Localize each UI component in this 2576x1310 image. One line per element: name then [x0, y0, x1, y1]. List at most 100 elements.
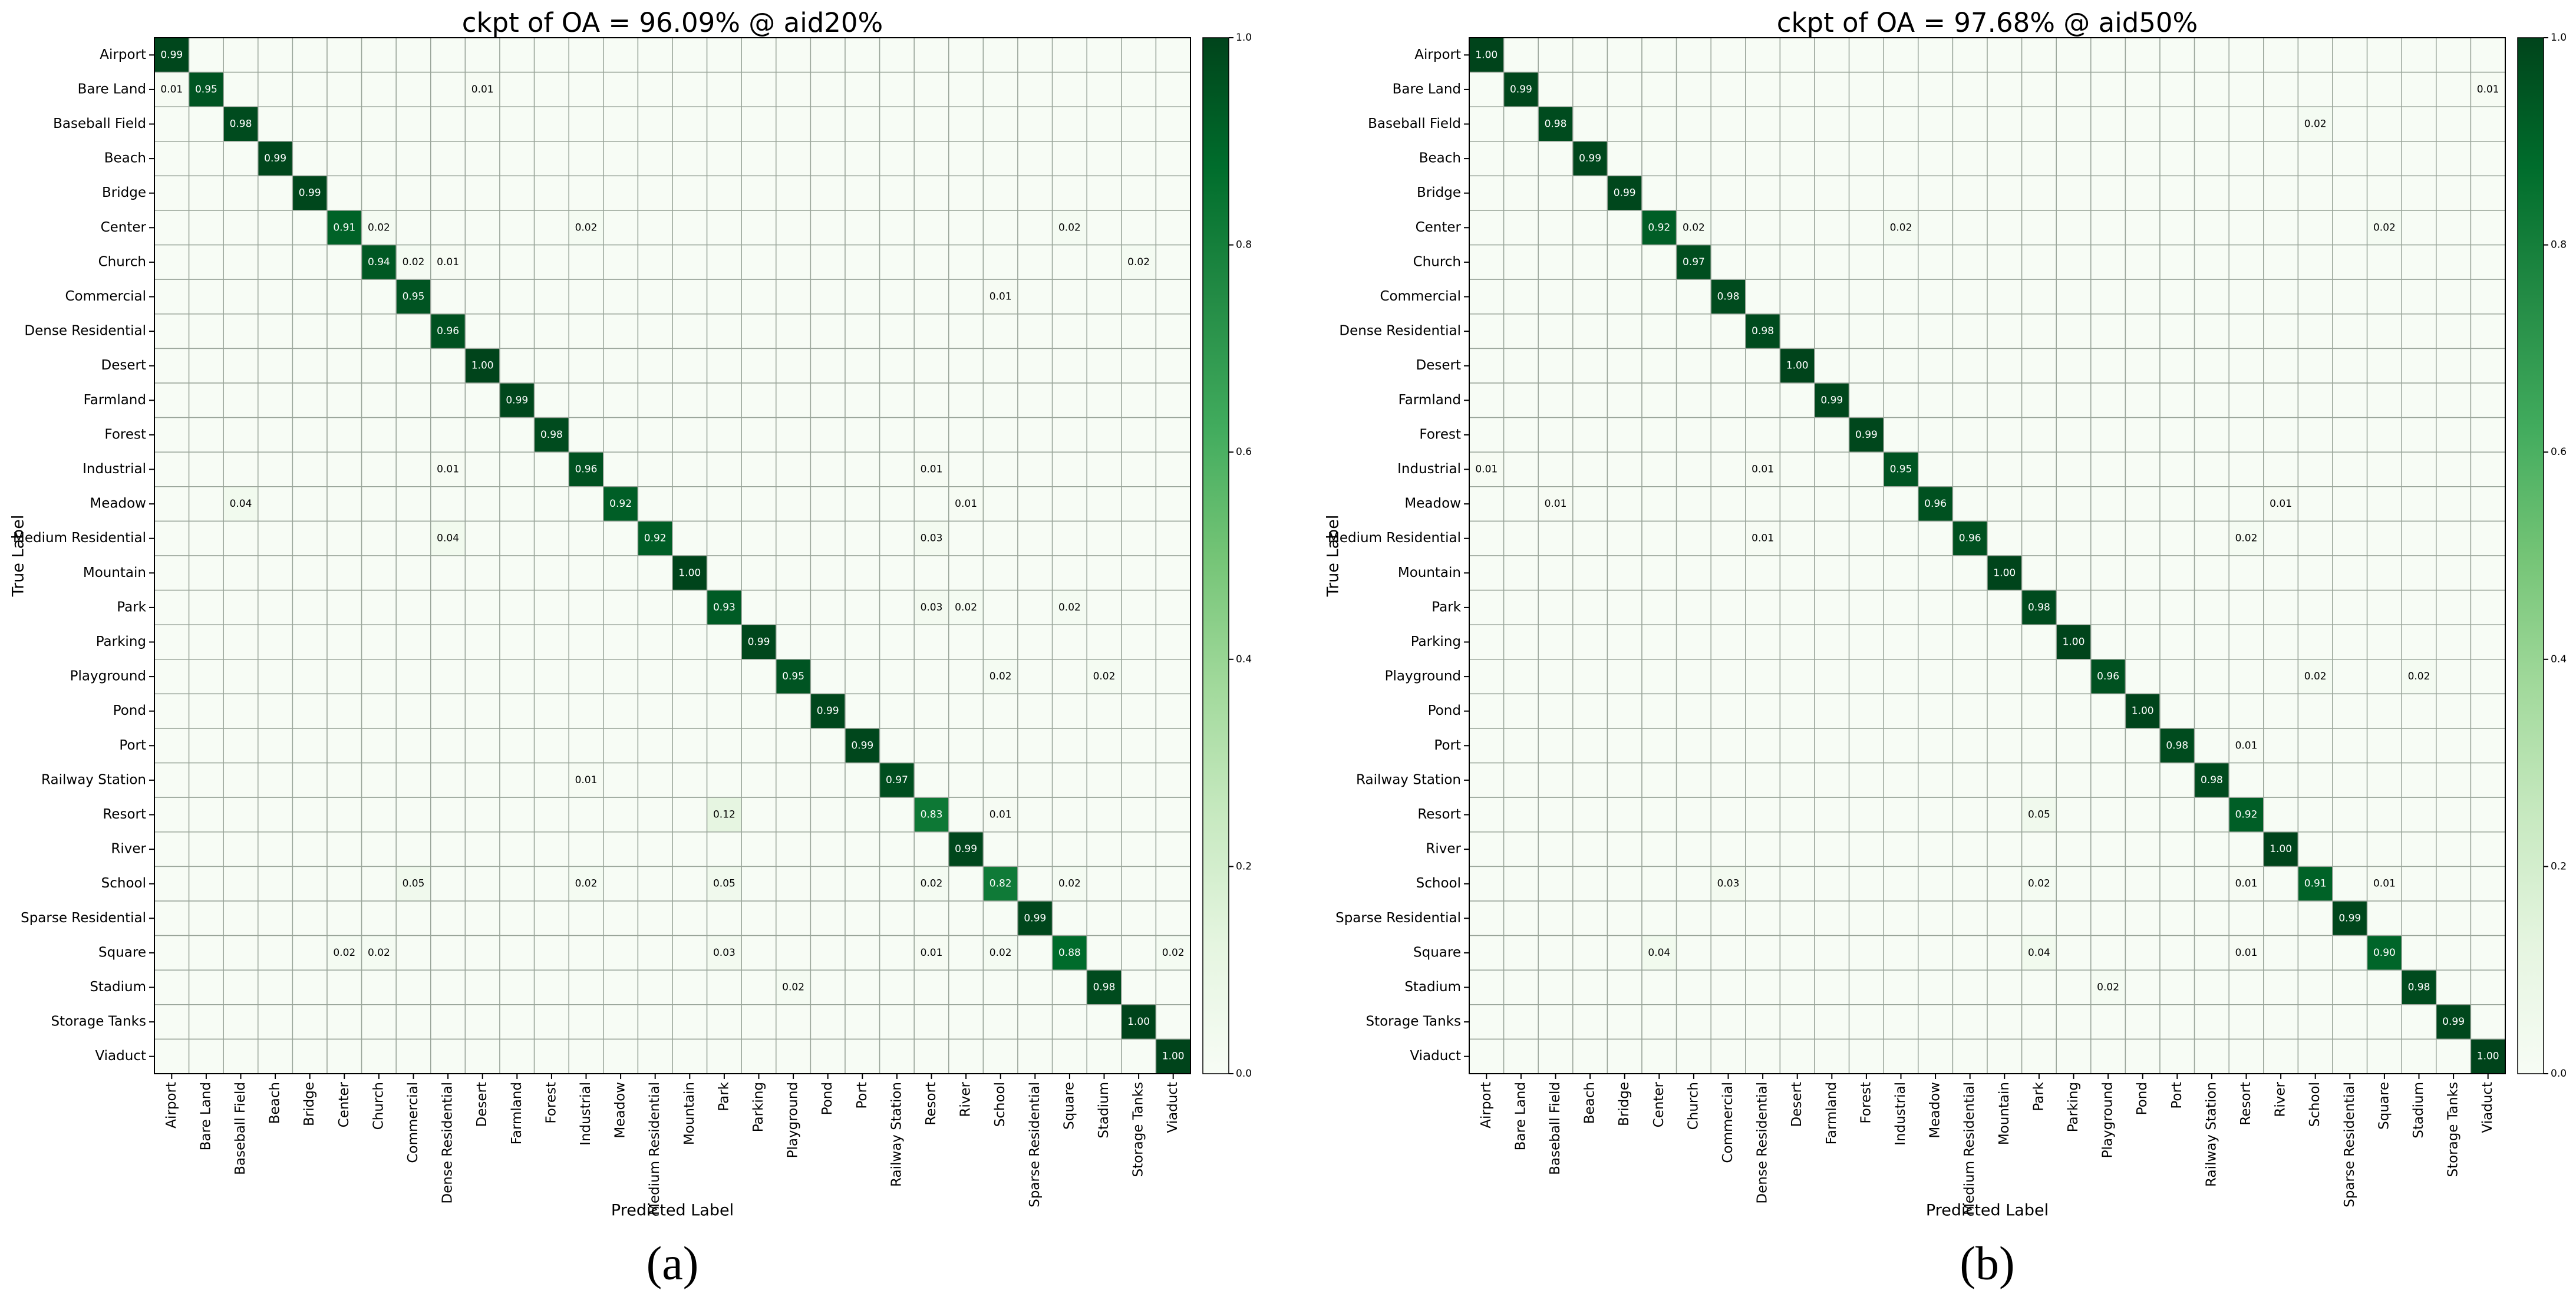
heatmap-cell: [1086, 797, 1122, 833]
heatmap-cell: [1745, 935, 1781, 971]
heatmap-cell: [2366, 831, 2402, 867]
heatmap-cell: [637, 1004, 673, 1040]
heatmap-cell: [258, 520, 293, 556]
heatmap-cell: [188, 279, 224, 315]
heatmap-cell: [1572, 728, 1608, 764]
heatmap-cell: [2125, 1004, 2161, 1040]
heatmap-cell: [1017, 900, 1053, 936]
heatmap-cell: [1051, 244, 1087, 280]
heatmap-cell: [637, 175, 673, 211]
heatmap-cell: [2159, 624, 2195, 660]
heatmap-cell: [2332, 279, 2368, 315]
heatmap-cell: [1086, 1004, 1122, 1040]
heatmap-cell: [1848, 106, 1884, 142]
heatmap-cell: [154, 1038, 190, 1074]
heatmap-cell: [1469, 762, 1505, 798]
caption: (a): [647, 1238, 699, 1289]
x-tick-label: Dense Residential: [440, 1082, 456, 1204]
heatmap-cell: [2470, 244, 2506, 280]
heatmap-cell: [2090, 486, 2126, 522]
heatmap-cell: [637, 382, 673, 418]
y-tick-label: Bridge: [102, 185, 146, 200]
heatmap-cell: [1572, 141, 1608, 177]
heatmap-cell: [948, 210, 984, 246]
heatmap-cell: [154, 314, 190, 349]
cell-label: 0.99: [2442, 1016, 2465, 1028]
heatmap-cell: [2263, 141, 2299, 177]
x-tick-label: Meadow: [613, 1082, 628, 1139]
heatmap-cell: [1745, 900, 1781, 936]
heatmap-cell: [1952, 1038, 1988, 1074]
y-tick-label: Square: [98, 945, 146, 960]
x-tick-label: Desert: [1789, 1082, 1805, 1127]
heatmap-cell: [499, 728, 535, 764]
heatmap-cell: [810, 797, 846, 833]
heatmap-cell: [1155, 71, 1191, 107]
heatmap-cell: [1918, 71, 1954, 107]
y-tick-label: Forest: [104, 427, 146, 442]
heatmap-cell: [1503, 659, 1539, 695]
heatmap-cell: [776, 451, 812, 487]
heatmap-cell: [1607, 141, 1642, 177]
cell-label: 0.02: [575, 878, 598, 890]
cell-label: 0.02: [1058, 878, 1081, 890]
heatmap-cell: [2021, 969, 2057, 1005]
heatmap-cell: [2332, 969, 2368, 1005]
heatmap-cell: [982, 417, 1018, 453]
heatmap-cell: [1641, 659, 1677, 695]
heatmap-cell: [706, 348, 742, 384]
heatmap-cell: [395, 797, 431, 833]
heatmap-cell: [2297, 279, 2333, 315]
heatmap-cell: [1779, 486, 1815, 522]
heatmap-cell: [1883, 175, 1919, 211]
heatmap-cell: [637, 279, 673, 315]
heatmap-cell: [1987, 624, 2023, 660]
heatmap-cell: [2194, 141, 2229, 177]
heatmap-cell: [2470, 831, 2506, 867]
heatmap-cell: [533, 71, 569, 107]
colorbar-tick-label: 0.0: [1236, 1068, 1252, 1080]
heatmap-cell: [1086, 728, 1122, 764]
x-tick-label: Viaduct: [1165, 1082, 1180, 1133]
heatmap-cell: [2401, 451, 2437, 487]
heatmap-cell: [430, 1004, 466, 1040]
heatmap-cell: [948, 106, 984, 142]
heatmap-cell: [1883, 1004, 1919, 1040]
heatmap-cell: [913, 831, 949, 867]
heatmap-cell: [326, 555, 362, 591]
heatmap-cell: [499, 520, 535, 556]
heatmap-cell: [1710, 141, 1746, 177]
heatmap-cell: [1503, 71, 1539, 107]
heatmap-cell: [292, 141, 328, 177]
heatmap-cell: [2297, 451, 2333, 487]
heatmap-cell: [2090, 935, 2126, 971]
heatmap-cell: [2263, 106, 2299, 142]
heatmap-cell: [2090, 210, 2126, 246]
heatmap-cell: [2470, 279, 2506, 315]
heatmap-cell: [672, 520, 708, 556]
heatmap-cell: [1641, 106, 1677, 142]
heatmap-cell: [2366, 417, 2402, 453]
heatmap-cell: [2436, 37, 2472, 73]
heatmap-cell: [1607, 486, 1642, 522]
heatmap-cell: [1848, 141, 1884, 177]
cell-label: 0.04: [2028, 947, 2050, 959]
heatmap-cell: [1469, 210, 1505, 246]
heatmap-cell: [258, 728, 293, 764]
heatmap-cell: [1710, 866, 1746, 902]
heatmap-cell: [1572, 520, 1608, 556]
heatmap-cell: [223, 37, 259, 73]
heatmap-cell: [533, 1038, 569, 1074]
heatmap-cell: [2263, 935, 2299, 971]
heatmap-cell: [637, 451, 673, 487]
heatmap-cell: [1641, 486, 1677, 522]
heatmap-cell: [741, 37, 777, 73]
x-tick-label: Storage Tanks: [2446, 1082, 2461, 1177]
heatmap-cell: [533, 900, 569, 936]
heatmap-cell: [2125, 37, 2161, 73]
y-tick-label: Dense Residential: [24, 324, 146, 339]
cell-label: 0.04: [230, 498, 252, 510]
heatmap-cell: [361, 969, 397, 1005]
heatmap-cell: [2366, 693, 2402, 729]
heatmap-cell: [879, 831, 915, 867]
